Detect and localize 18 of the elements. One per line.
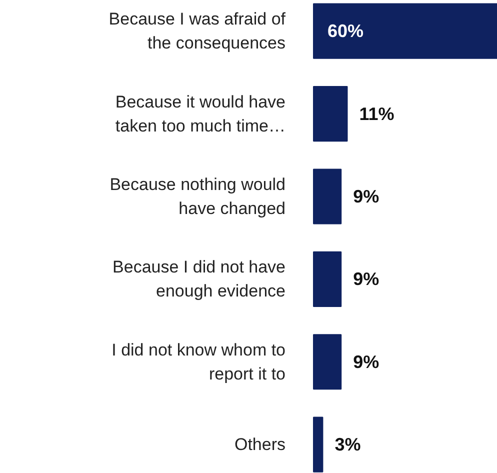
- data-label: 9%: [353, 269, 380, 290]
- data-label: 9%: [353, 186, 380, 206]
- bar: [313, 3, 497, 59]
- y-tick-label: Because I was afraid of the consequences: [108, 10, 286, 53]
- data-label: 3%: [334, 434, 361, 455]
- bar: [313, 416, 324, 472]
- y-tick-label: Others: [234, 435, 286, 454]
- data-label: 60%: [328, 21, 364, 42]
- y-tick-label: Because nothing would have changed: [110, 174, 286, 218]
- y-tick-label: Because it would have taken too much time…: [115, 92, 286, 136]
- data-label: 11%: [359, 104, 394, 124]
- data-label: 9%: [353, 352, 380, 372]
- y-tick-label: I did not know whom to report it to: [112, 340, 286, 384]
- bar: [313, 334, 342, 390]
- y-tick-label: Because I did not have enough evidence: [112, 258, 286, 301]
- bar: [313, 86, 348, 142]
- bar: [313, 251, 342, 307]
- bar: [313, 168, 342, 224]
